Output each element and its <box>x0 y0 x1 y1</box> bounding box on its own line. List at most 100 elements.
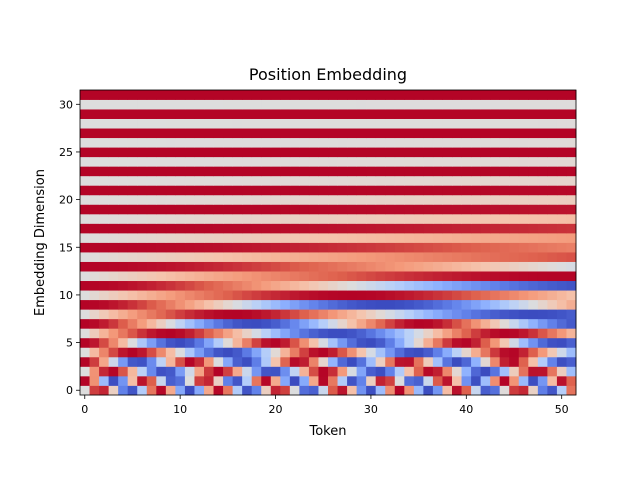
heatmap-cell <box>461 366 472 377</box>
heatmap-cell <box>471 175 482 186</box>
heatmap-cell <box>318 309 329 320</box>
heatmap-cell <box>347 213 358 224</box>
heatmap-cell <box>480 261 491 272</box>
heatmap-cell <box>184 99 195 110</box>
heatmap-cell <box>223 385 234 396</box>
heatmap-cell <box>423 347 434 358</box>
heatmap-cell <box>165 166 176 177</box>
heatmap-cell <box>108 271 119 282</box>
heatmap-cell <box>566 318 577 329</box>
heatmap-cell <box>366 128 377 139</box>
heatmap-cell <box>165 252 176 262</box>
heatmap-cell <box>461 118 472 129</box>
heatmap-cell <box>108 147 119 158</box>
heatmap-cell <box>509 90 520 100</box>
heatmap-cell <box>89 337 100 348</box>
heatmap-cell <box>299 137 310 148</box>
heatmap-cell <box>356 137 367 148</box>
heatmap-cell <box>146 261 157 272</box>
heatmap-cell <box>194 271 205 282</box>
heatmap-cell <box>556 204 567 215</box>
heatmap-cell <box>385 290 396 301</box>
heatmap-cell <box>385 213 396 224</box>
heatmap-cell <box>499 166 510 177</box>
heatmap-cell <box>99 328 110 339</box>
heatmap-cell <box>413 356 424 367</box>
heatmap-cell <box>251 137 262 148</box>
heatmap-cell <box>146 175 157 186</box>
heatmap-cell <box>432 90 443 100</box>
heatmap-cell <box>385 166 396 177</box>
heatmap-cell <box>528 109 539 119</box>
heatmap-cell <box>566 213 577 224</box>
heatmap-cell <box>394 252 405 262</box>
heatmap-cell <box>328 347 338 358</box>
heatmap-cell <box>108 385 119 396</box>
heatmap-cell <box>442 271 453 282</box>
heatmap-cell <box>156 137 167 148</box>
heatmap-cell <box>194 337 205 348</box>
heatmap-cell <box>175 204 186 215</box>
heatmap-cell <box>242 366 253 377</box>
heatmap-cell <box>89 280 100 291</box>
heatmap-cell <box>356 318 367 329</box>
heatmap-cell <box>413 347 424 358</box>
heatmap-cell <box>499 271 510 282</box>
heatmap-cell <box>184 261 195 272</box>
heatmap-cell <box>308 356 319 367</box>
heatmap-cell <box>242 109 253 119</box>
heatmap-cell <box>242 356 253 367</box>
heatmap-cell <box>366 366 377 377</box>
heatmap-cell <box>537 337 548 348</box>
heatmap-cell <box>137 166 148 177</box>
heatmap-cell <box>566 290 577 301</box>
heatmap-cell <box>270 109 281 119</box>
heatmap-cell <box>480 185 491 196</box>
heatmap-cell <box>366 375 377 386</box>
heatmap-cell <box>261 290 272 301</box>
heatmap-cell <box>461 194 472 205</box>
x-axis: 0 10 20 30 40 50 <box>81 395 569 416</box>
heatmap-cell <box>347 252 358 262</box>
heatmap-cell <box>537 290 548 301</box>
heatmap-cell <box>537 137 548 148</box>
heatmap-cell <box>108 375 119 386</box>
heatmap-cell <box>204 232 214 243</box>
heatmap-cell <box>452 137 462 148</box>
heatmap-cell <box>518 337 529 348</box>
heatmap-cell <box>127 99 138 110</box>
heatmap-cell <box>356 232 367 243</box>
heatmap-cell <box>89 156 100 167</box>
heatmap-cell <box>223 194 234 205</box>
heatmap-cell <box>318 347 329 358</box>
heatmap-cell <box>556 194 567 205</box>
heatmap-cell <box>137 252 148 262</box>
heatmap-cell <box>461 128 472 139</box>
heatmap-cell <box>404 280 415 291</box>
heatmap-cell <box>337 137 348 148</box>
heatmap-cell <box>242 280 253 291</box>
heatmap-cell <box>99 137 110 148</box>
heatmap-cell <box>242 347 253 358</box>
heatmap-cell <box>537 366 548 377</box>
heatmap-cell <box>184 356 195 367</box>
heatmap-cell <box>318 366 329 377</box>
heatmap-cell <box>127 356 138 367</box>
heatmap-cell <box>537 252 548 262</box>
heatmap-cell <box>251 147 262 158</box>
heatmap-cell <box>318 128 329 139</box>
heatmap-cell <box>413 232 424 243</box>
heatmap-cell <box>375 213 386 224</box>
heatmap-cell <box>518 290 529 301</box>
heatmap-cell <box>442 213 453 224</box>
heatmap-cell <box>184 328 195 339</box>
heatmap-cell <box>528 128 539 139</box>
heatmap-cell <box>232 99 243 110</box>
heatmap-cell <box>118 356 129 367</box>
heatmap-cell <box>204 375 214 386</box>
heatmap-cell <box>289 328 300 339</box>
heatmap-cell <box>375 375 386 386</box>
heatmap-cell <box>556 375 567 386</box>
heatmap-cell <box>137 299 148 310</box>
heatmap-cell <box>232 109 243 119</box>
